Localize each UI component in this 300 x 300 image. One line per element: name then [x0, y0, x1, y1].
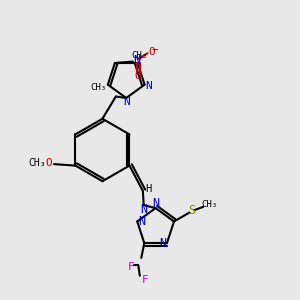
- Text: −: −: [152, 45, 158, 55]
- Text: F: F: [128, 262, 135, 272]
- Text: N: N: [159, 237, 167, 250]
- Text: S: S: [188, 204, 195, 217]
- Text: N: N: [140, 203, 147, 216]
- Text: +: +: [138, 53, 143, 62]
- Text: O: O: [135, 71, 141, 81]
- Text: O: O: [45, 158, 52, 168]
- Text: CH₃: CH₃: [131, 51, 147, 60]
- Text: O: O: [148, 47, 155, 57]
- Text: CH₃: CH₃: [90, 82, 106, 91]
- Text: CH₃: CH₃: [29, 158, 46, 168]
- Text: N: N: [123, 97, 130, 107]
- Text: N: N: [138, 215, 145, 228]
- Text: CH₃: CH₃: [201, 200, 217, 209]
- Text: H: H: [145, 184, 151, 194]
- Text: N: N: [145, 81, 152, 91]
- Text: N: N: [152, 197, 159, 210]
- Text: N: N: [134, 54, 141, 67]
- Text: F: F: [142, 275, 148, 285]
